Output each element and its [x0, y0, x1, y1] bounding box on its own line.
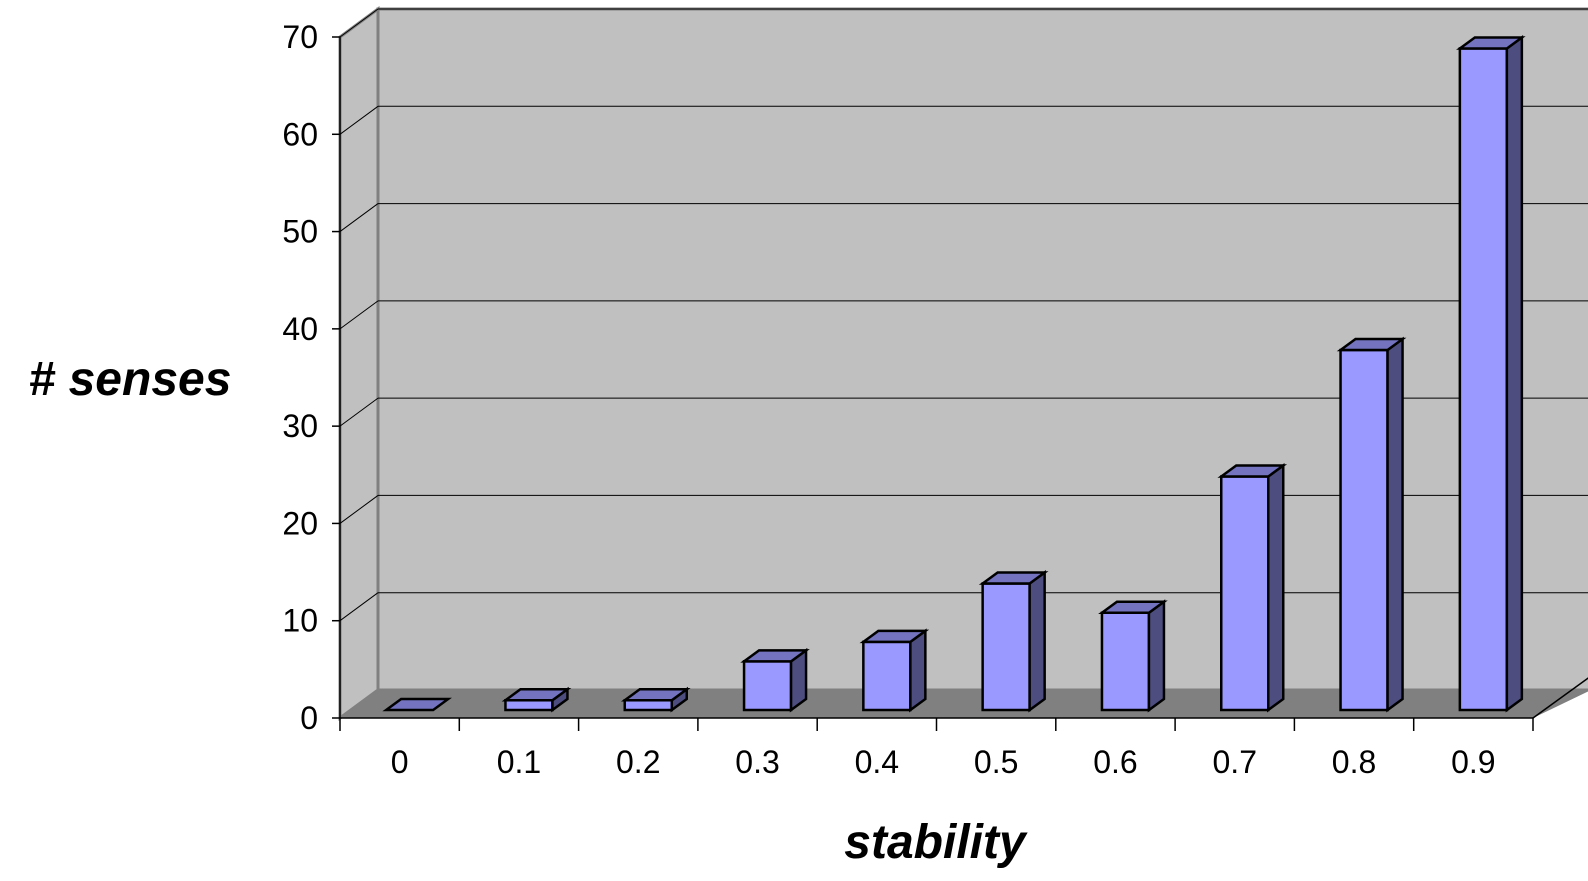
bar-top	[620, 688, 691, 702]
y-tick-label: 70	[282, 19, 318, 55]
x-tick-label: 0.4	[855, 744, 899, 780]
bar-front	[1339, 348, 1389, 712]
x-tick-labels: 0 0.1 0.2 0.3 0.4 0.5 0.6 0.7 0.8 0.9	[391, 744, 1496, 780]
gridline-side	[339, 592, 379, 622]
x-tick-label: 0.2	[616, 744, 660, 780]
x-tick-label: 0	[391, 744, 409, 780]
bar-front	[623, 699, 673, 712]
y-tick-label: 30	[282, 408, 318, 444]
y-tick-label: 0	[300, 700, 318, 736]
bar	[978, 570, 1049, 713]
gridline-side	[339, 105, 379, 135]
bar-front	[862, 640, 912, 712]
bar-top	[740, 649, 810, 663]
y-tick-labels: 0 10 20 30 40 50 60 70	[282, 19, 318, 736]
x-tick-label: 0.3	[735, 744, 779, 780]
bar-top	[501, 688, 572, 702]
bar	[382, 697, 452, 712]
bar	[859, 628, 930, 713]
y-axis-title: # senses	[29, 353, 232, 406]
bars	[382, 34, 1526, 713]
bar-top	[1217, 464, 1288, 478]
bar	[1217, 463, 1288, 713]
x-tick-label: 0.7	[1213, 744, 1257, 780]
x-tick-label: 0.8	[1332, 744, 1376, 780]
x-tick-label: 0.5	[974, 744, 1018, 780]
x-tick-label: 0.1	[497, 744, 541, 780]
bar-top	[1098, 600, 1168, 614]
y-tick-label: 10	[282, 603, 318, 639]
y-tick-label: 40	[282, 311, 318, 347]
bar-top	[859, 629, 930, 644]
x-axis-title: stability	[844, 816, 1028, 869]
bar-top	[978, 571, 1049, 585]
bar-front	[1220, 475, 1270, 712]
bar-top	[382, 697, 452, 712]
bar-front	[1100, 611, 1151, 712]
gridline-side	[339, 397, 379, 427]
gridline-side	[339, 8, 379, 38]
axes	[332, 36, 1534, 731]
bar-side	[1505, 34, 1524, 713]
bar-front	[981, 582, 1031, 712]
y-tick-label: 20	[282, 505, 318, 541]
side-wall	[338, 6, 380, 721]
bar	[620, 686, 691, 713]
bar-side	[1386, 336, 1404, 713]
gridline-side	[339, 203, 379, 232]
x-tick-label: 0.9	[1451, 744, 1495, 780]
bar	[501, 686, 572, 713]
bar-front	[742, 660, 793, 712]
bar	[1098, 599, 1168, 713]
bar-side	[1267, 463, 1285, 713]
bar-side	[1028, 570, 1046, 713]
bar	[740, 647, 810, 713]
bar-front	[1458, 47, 1509, 712]
bar-side	[1147, 599, 1166, 713]
floor-edge	[1532, 677, 1588, 719]
bar	[1336, 336, 1407, 713]
gridline-side	[339, 495, 379, 524]
bar-top	[1456, 36, 1526, 50]
bar-side	[909, 628, 927, 713]
bar	[1456, 34, 1526, 713]
y-tick-label: 60	[282, 116, 318, 152]
bar-top	[1336, 337, 1407, 352]
bar-front	[504, 699, 554, 712]
x-tick-label: 0.6	[1093, 744, 1137, 780]
y-tick-label: 50	[282, 214, 318, 250]
gridline-side	[339, 300, 379, 330]
